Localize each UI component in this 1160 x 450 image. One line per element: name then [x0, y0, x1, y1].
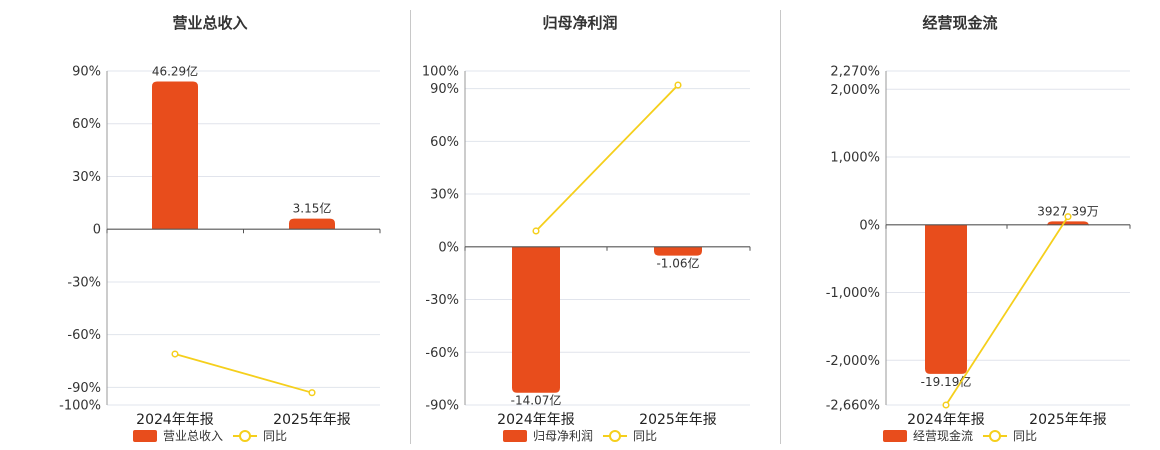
y-tick-label: 30%: [430, 188, 459, 203]
yoy-line: [535, 84, 679, 232]
yoy-line: [174, 353, 313, 394]
y-tick-label: 60%: [430, 135, 459, 150]
x-category-label: 2024年年报: [907, 412, 985, 428]
revenue-chart: 营业总收入 90% 60% 30% 0 -30% -60% -90% -100% 46.29亿 3.…: [59, 14, 381, 443]
y-tick-label: 100%: [422, 65, 459, 80]
y-tick-label: 30%: [72, 170, 101, 185]
x-category-label: 2025年年报: [639, 412, 717, 428]
y-tick-label: -90%: [67, 381, 101, 396]
chart-panel-revenue: 营业总收入 90% 60% 30% 0 -30% -60% -90% -100% 46.29亿 3.…: [0, 0, 400, 450]
net-profit-chart: 归母净利润 100% 90% 60% 30% 0% -30% -60% -90% -14.07亿 -…: [422, 14, 751, 443]
x-category-label: 2025年年报: [273, 412, 351, 428]
y-tick-label: 1,000%: [830, 151, 880, 166]
yoy-point: [674, 81, 682, 89]
y-tick-label: 60%: [72, 117, 101, 132]
yoy-point: [942, 401, 950, 409]
bar-data-label: 3.15亿: [293, 201, 332, 216]
chart-title: 营业总收入: [172, 14, 247, 32]
y-tick-label: -90%: [425, 399, 459, 414]
panel-divider: [410, 10, 411, 444]
bar-data-label: 3927.39万: [1037, 204, 1099, 218]
y-tick-label: -2,660%: [826, 399, 880, 414]
yoy-point: [1064, 213, 1072, 221]
chart-panel-net-profit: 归母净利润 100% 90% 60% 30% 0% -30% -60% -90% -14.07亿 -…: [410, 0, 780, 450]
y-tick-label: -2,000%: [826, 354, 880, 369]
legend-bar-swatch: [883, 430, 907, 442]
bar: [152, 81, 198, 230]
y-tick-label: 2,000%: [830, 83, 880, 98]
bar-data-label: 46.29亿: [152, 64, 198, 79]
legend-line-label: 同比: [1013, 429, 1037, 443]
legend-bar-swatch: [503, 430, 527, 442]
chart-title: 经营现金流: [922, 14, 997, 32]
y-tick-label: 90%: [72, 65, 101, 80]
legend-line-marker: [609, 430, 621, 442]
chart-title: 归母净利润: [542, 14, 617, 32]
y-tick-label: -1,000%: [826, 286, 880, 301]
legend-line-marker: [239, 430, 251, 442]
y-tick-label: 0%: [438, 240, 459, 255]
x-category-label: 2024年年报: [497, 412, 575, 428]
x-category-label: 2024年年报: [136, 412, 214, 428]
y-tick-label: -100%: [59, 399, 101, 414]
chart-panel-cash-flow: 经营现金流 2,270% 2,000% 1,000% 0% -1,000% -2,000% -…: [780, 0, 1160, 450]
panel-divider: [780, 10, 781, 444]
y-tick-label: 0%: [859, 218, 880, 233]
bar: [1047, 221, 1089, 227]
y-tick-label: -30%: [425, 293, 459, 308]
legend-line-marker: [989, 430, 1001, 442]
x-category-label: 2025年年报: [1029, 412, 1107, 428]
bar: [512, 246, 560, 393]
y-tick-label: 90%: [430, 82, 459, 97]
bar-data-label: -1.06亿: [656, 256, 699, 271]
bar: [654, 246, 702, 256]
bar: [289, 218, 335, 230]
legend-bar-label: 营业总收入: [163, 429, 223, 443]
legend-line-label: 同比: [263, 429, 287, 443]
y-tick-label: -60%: [67, 328, 101, 343]
bar-data-label: -14.07亿: [511, 393, 562, 408]
bar: [925, 224, 967, 374]
y-tick-label: -60%: [425, 346, 459, 361]
yoy-line: [945, 216, 1069, 406]
yoy-point: [532, 227, 540, 235]
y-tick-label: 0: [93, 223, 101, 238]
legend-bar-label: 归母净利润: [533, 429, 593, 443]
legend-bar-swatch: [133, 430, 157, 442]
yoy-point: [171, 350, 179, 358]
legend-bar-label: 经营现金流: [913, 428, 973, 443]
yoy-point: [308, 389, 316, 397]
y-tick-label: 2,270%: [830, 65, 880, 80]
legend-line-label: 同比: [633, 429, 657, 443]
cash-flow-chart: 经营现金流 2,270% 2,000% 1,000% 0% -1,000% -2,000% -…: [826, 14, 1131, 443]
y-tick-label: -30%: [67, 275, 101, 290]
